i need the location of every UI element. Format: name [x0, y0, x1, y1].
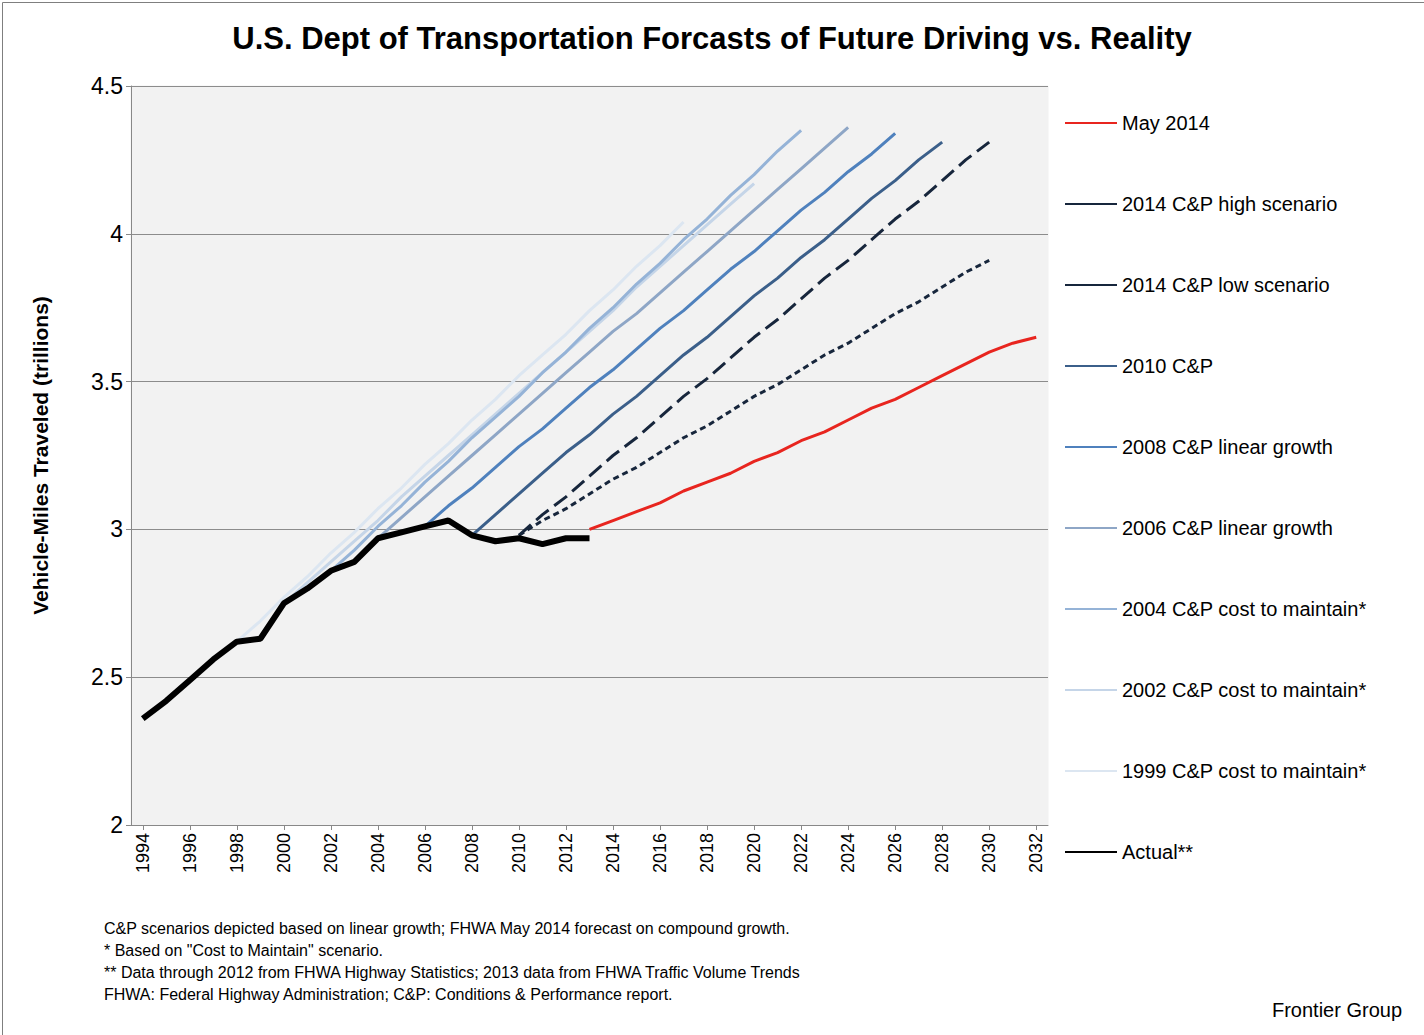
svg-text:2004: 2004: [368, 833, 388, 873]
svg-text:2006 C&P linear growth: 2006 C&P linear growth: [1122, 517, 1333, 539]
svg-text:2006: 2006: [415, 833, 435, 873]
svg-text:2028: 2028: [932, 833, 952, 873]
svg-text:2008 C&P linear growth: 2008 C&P linear growth: [1122, 436, 1333, 458]
svg-text:Frontier Group: Frontier Group: [1272, 999, 1402, 1021]
svg-text:3: 3: [110, 516, 123, 542]
svg-text:2030: 2030: [979, 833, 999, 873]
svg-text:2008: 2008: [462, 833, 482, 873]
svg-text:** Data through 2012 from FHWA: ** Data through 2012 from FHWA Highway S…: [104, 964, 800, 981]
svg-text:2032: 2032: [1026, 833, 1046, 873]
svg-text:2026: 2026: [885, 833, 905, 873]
svg-text:2010: 2010: [509, 833, 529, 873]
svg-text:2022: 2022: [791, 833, 811, 873]
svg-text:2000: 2000: [274, 833, 294, 873]
svg-text:2.5: 2.5: [91, 664, 123, 690]
svg-text:2016: 2016: [650, 833, 670, 873]
svg-text:U.S. Dept of Transportation Fo: U.S. Dept of Transportation Forcasts of …: [232, 21, 1192, 56]
svg-text:2014 C&P low scenario: 2014 C&P low scenario: [1122, 274, 1330, 296]
svg-text:3.5: 3.5: [91, 369, 123, 395]
svg-text:1994: 1994: [133, 833, 153, 873]
svg-text:* Based on "Cost to Maintain": * Based on "Cost to Maintain" scenario.: [104, 942, 383, 959]
svg-text:2024: 2024: [838, 833, 858, 873]
svg-text:4: 4: [110, 221, 123, 247]
svg-text:1996: 1996: [180, 833, 200, 873]
svg-text:2004 C&P cost to maintain*: 2004 C&P cost to maintain*: [1122, 598, 1366, 620]
svg-text:2014 C&P high scenario: 2014 C&P high scenario: [1122, 193, 1337, 215]
svg-text:C&P scenarios depicted based o: C&P scenarios depicted based on linear g…: [104, 920, 790, 937]
svg-text:2018: 2018: [697, 833, 717, 873]
svg-text:2014: 2014: [603, 833, 623, 873]
svg-text:2010 C&P: 2010 C&P: [1122, 355, 1213, 377]
svg-text:Vehicle-Miles Traveled (trilli: Vehicle-Miles Traveled (trillions): [29, 296, 52, 615]
svg-text:Actual**: Actual**: [1122, 841, 1193, 863]
svg-text:2002: 2002: [321, 833, 341, 873]
svg-text:2012: 2012: [556, 833, 576, 873]
svg-text:May 2014: May 2014: [1122, 112, 1210, 134]
svg-text:2002 C&P cost to maintain*: 2002 C&P cost to maintain*: [1122, 679, 1366, 701]
svg-text:FHWA: Federal Highway Administ: FHWA: Federal Highway Administration; C&…: [104, 986, 673, 1003]
svg-text:1998: 1998: [227, 833, 247, 873]
svg-text:1999 C&P cost to maintain*: 1999 C&P cost to maintain*: [1122, 760, 1366, 782]
svg-text:4.5: 4.5: [91, 73, 123, 99]
svg-text:2: 2: [110, 812, 123, 838]
svg-text:2020: 2020: [744, 833, 764, 873]
